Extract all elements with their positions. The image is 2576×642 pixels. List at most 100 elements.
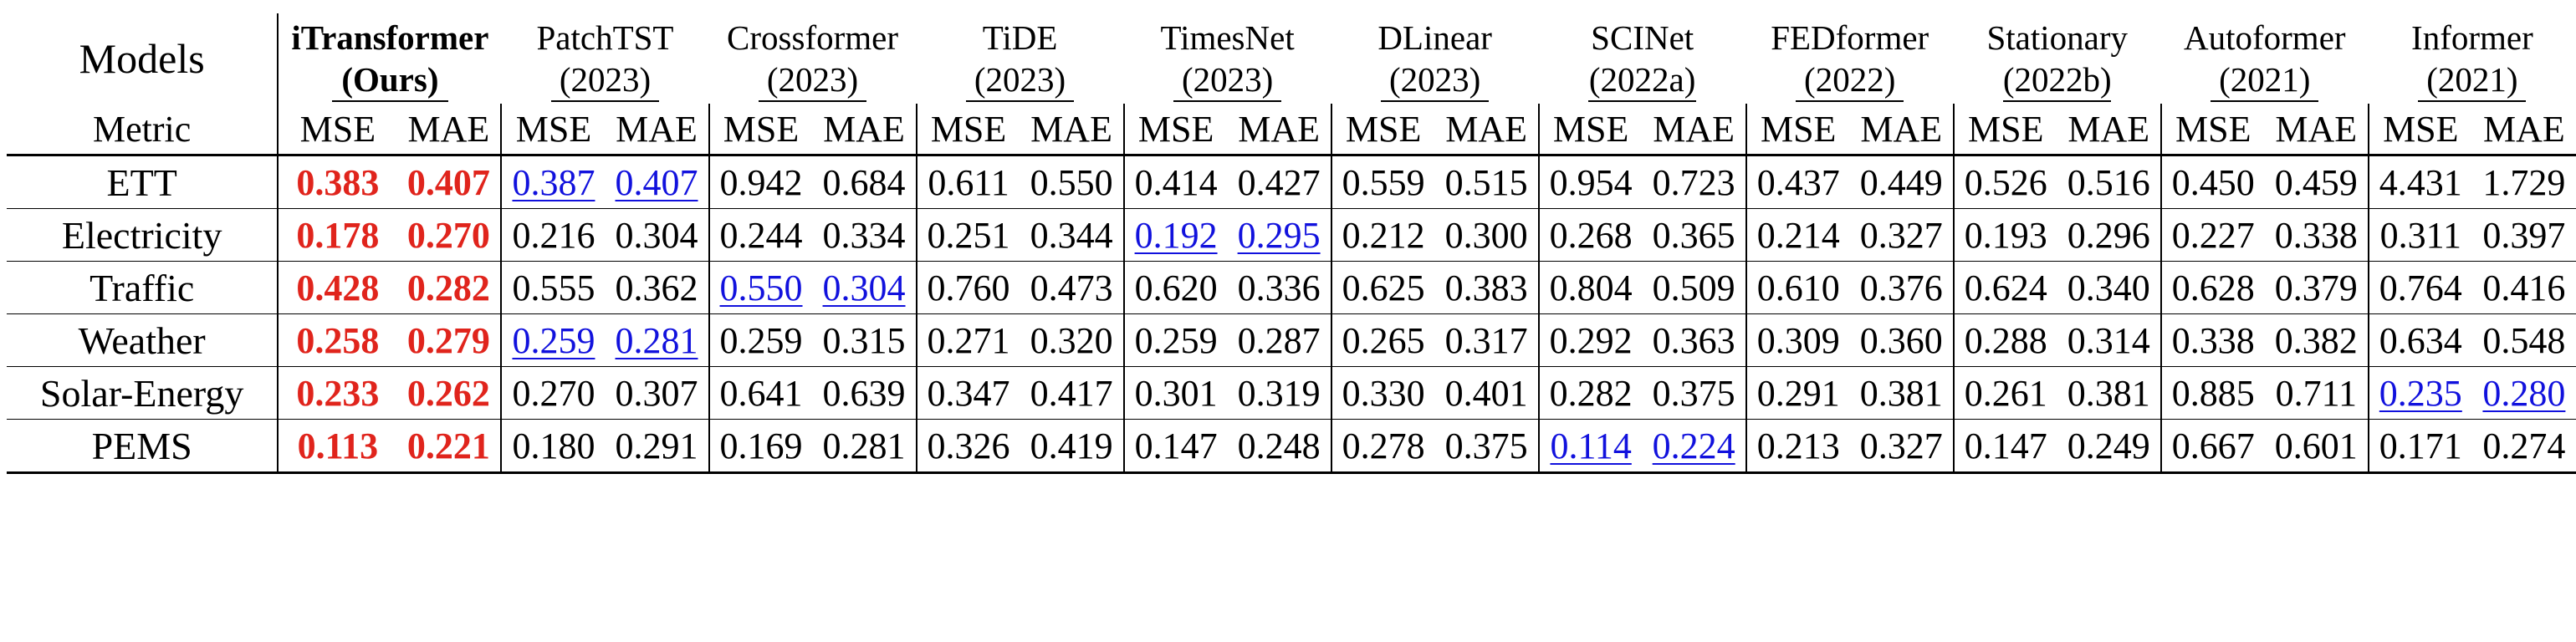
metric-value: 0.300 [1444,214,1528,256]
model-name: Stationary [1986,18,2129,57]
models-corner-label: Models [7,13,279,104]
mse-cell: 0.954 [1537,154,1643,209]
mae-cell: 0.282 [396,261,502,314]
mse-cell: 0.559 [1330,154,1435,209]
mae-cell: 0.381 [2057,366,2161,420]
model-underline [2418,100,2527,102]
mse-header: MSE [1952,104,2057,155]
mae-cell: 0.304 [812,261,917,314]
metric-value: 0.304 [822,267,906,308]
model-header-tide: TiDE (2023) [917,13,1124,104]
metric-value: 0.760 [927,267,1010,308]
mse-cell: 0.282 [1537,366,1643,420]
mae-cell: 0.314 [2057,313,2161,367]
metric-value: 0.610 [1756,267,1840,308]
metric-value: 0.550 [719,267,803,308]
metric-value: 0.340 [2067,267,2150,308]
mse-cell: 0.278 [1330,419,1435,474]
mse-cell: 0.271 [915,313,1020,367]
metric-value: 0.338 [2171,319,2255,361]
metric-value: 0.383 [1444,267,1528,308]
metric-value: 0.401 [1444,372,1528,414]
mse-cell: 0.169 [708,419,813,474]
metric-value: 0.375 [1444,425,1528,466]
metric-value: 0.450 [2171,161,2255,203]
mse-cell: 0.620 [1122,261,1228,314]
header-model-row: Models iTransformer (Ours) PatchTST (2023) C… [7,13,2576,104]
mse-cell: 0.259 [500,313,606,367]
metric-value: 0.942 [719,161,803,203]
metric-value: 0.375 [1652,372,1735,414]
metric-value: 0.387 [512,161,595,203]
mse-cell: 0.555 [500,261,606,314]
metric-value: 0.214 [1756,214,1840,256]
table-row-ett: ETT 0.383 0.407 0.387 0.407 0.942 0.684 0.611 0.… [7,154,2576,209]
metric-value: 0.274 [2482,425,2566,466]
mae-cell: 0.221 [396,419,502,474]
model-header-fedformer: FEDformer (2022) [1746,13,1954,104]
mse-header: MSE [500,104,606,155]
mae-cell: 0.248 [1227,419,1331,474]
metric-value: 0.169 [719,425,803,466]
metric-value: 0.347 [927,372,1010,414]
mae-cell: 0.711 [2264,366,2369,420]
mae-header: MAE [2483,108,2565,150]
model-header-timesnet: TimesNet (2023) [1124,13,1331,104]
metric-value: 0.555 [512,267,595,308]
mae-cell: 0.340 [2057,261,2161,314]
metric-value: 0.516 [2067,161,2150,203]
mse-cell: 0.147 [1952,419,2057,474]
mse-cell: 0.641 [708,366,813,420]
mae-cell: 0.407 [396,154,502,209]
mse-cell: 0.258 [278,313,397,367]
mse-cell: 0.804 [1537,261,1643,314]
metric-value: 0.278 [1342,425,1425,466]
model-header-crossformer: Crossformer (2023) [709,13,917,104]
metric-value: 0.258 [296,319,380,361]
model-name: iTransformer [291,18,489,57]
mae-cell: 0.296 [2057,208,2161,262]
mse-cell: 0.265 [1330,313,1435,367]
mae-cell: 0.376 [1849,261,1954,314]
results-table: Models iTransformer (Ours) PatchTST (2023) C… [7,13,2576,474]
mse-cell: 0.634 [2367,313,2472,367]
mae-cell: 0.397 [2471,208,2576,262]
mae-cell: 0.416 [2471,261,2576,314]
metric-value: 0.248 [1237,425,1321,466]
mse-cell: 0.212 [1330,208,1435,262]
metric-value: 0.147 [1964,425,2047,466]
mae-cell: 0.319 [1227,366,1331,420]
metric-value: 0.407 [406,161,490,203]
metric-value: 0.611 [928,161,1009,203]
mse-cell: 0.292 [1537,313,1643,367]
table-row-electricity: Electricity 0.178 0.270 0.216 0.304 0.244 0.33… [7,208,2576,262]
mae-cell: 0.684 [812,154,917,209]
mse-cell: 0.291 [1745,366,1850,420]
metric-value: 0.885 [2171,372,2255,414]
mae-cell: 0.639 [812,366,917,420]
model-underline [2211,100,2319,102]
metric-value: 0.381 [1859,372,1943,414]
mae-cell: 0.375 [1642,366,1746,420]
metric-value: 0.330 [1342,372,1425,414]
metric-value: 0.515 [1444,161,1528,203]
mae-header: MAE [823,108,905,150]
metric-value: 0.667 [2171,425,2255,466]
mae-cell: 0.344 [1020,208,1124,262]
metric-value: 4.431 [2379,161,2462,203]
metric-value: 0.764 [2379,267,2462,308]
metric-value: 0.233 [296,372,380,414]
mse-cell: 0.624 [1952,261,2057,314]
model-name: FEDformer [1771,18,1929,57]
metric-value: 0.265 [1342,319,1425,361]
metric-value: 0.235 [2379,372,2462,414]
mae-cell: 0.601 [2264,419,2369,474]
model-header-scinet: SCINet (2022a) [1539,13,1746,104]
mse-cell: 0.326 [915,419,1020,474]
model-name: Informer [2411,18,2533,57]
mse-header: MSE [1745,104,1850,155]
metric-value: 0.360 [1859,319,1943,361]
model-underline [1381,100,1490,102]
model-year: (2022a) [1588,60,1696,99]
model-name: TimesNet [1160,18,1295,57]
